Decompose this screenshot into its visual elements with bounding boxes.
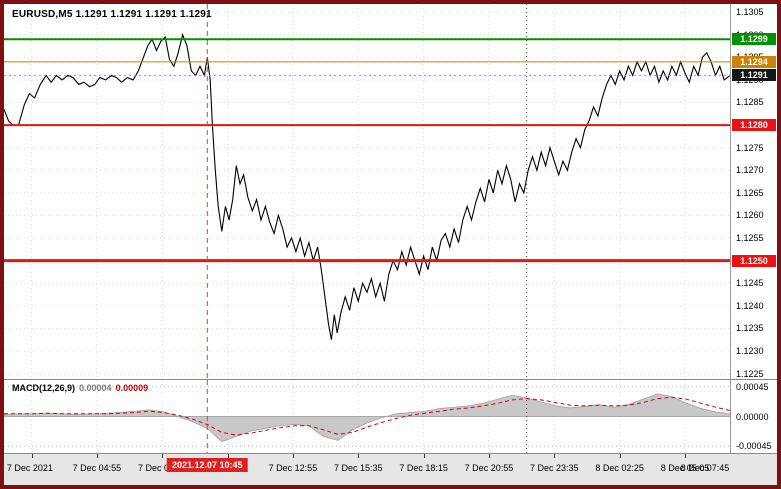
time-tick	[31, 454, 33, 458]
time-label: 7 Dec 04:55	[72, 463, 122, 473]
macd-histogram	[4, 393, 730, 443]
price-chart-svg	[4, 4, 730, 379]
price-tick-label: 1.1270	[736, 165, 764, 176]
time-tick	[684, 454, 686, 458]
time-tick	[292, 454, 294, 458]
price-badge-1.1299: 1.1299	[732, 33, 776, 46]
macd-signal-value: 0.00009	[115, 383, 149, 393]
chart-grid: EURUSD,M5 1.1291 1.1291 1.1291 1.1291 1.…	[4, 4, 777, 485]
time-tick	[96, 454, 98, 458]
time-tick	[488, 454, 490, 458]
current-price-badge: 1.1291	[732, 69, 776, 82]
price-axis[interactable]: 1.13051.13001.12951.12901.12851.12801.12…	[730, 4, 777, 379]
macd-axis[interactable]: 0.00045 0.00000 -0.00045	[730, 380, 777, 453]
macd-plot[interactable]: MACD(12,26,9) 0.00004 0.00009	[4, 380, 730, 453]
time-tick	[619, 454, 621, 458]
price-tick-label: 1.1230	[736, 345, 764, 356]
price-tick-label: 1.1240	[736, 300, 764, 311]
time-label: 7 Dec 18:15	[399, 463, 448, 473]
macd-tick-label: 0.00045	[736, 381, 769, 392]
time-label: 7 Dec 2021	[6, 463, 53, 473]
time-label: 7 Dec 12:55	[268, 463, 318, 473]
time-label: 7 Dec 15:35	[334, 463, 383, 473]
price-tick-label: 1.1260	[736, 210, 764, 221]
time-label: 7 Dec 23:35	[530, 463, 579, 473]
time-tick	[423, 454, 425, 458]
macd-tick-label: -0.00045	[736, 441, 772, 452]
time-label: 7 Dec 20:55	[464, 463, 514, 473]
time-tick	[358, 454, 360, 458]
axis-separator	[4, 453, 777, 454]
macd-indicator-name: MACD(12,26,9)	[12, 383, 76, 393]
price-badge-1.1280: 1.1280	[732, 119, 776, 132]
price-tick-label: 1.1255	[736, 233, 764, 244]
macd-tick-label: 0.00000	[736, 411, 769, 422]
symbol-ohlc-info: EURUSD,M5 1.1291 1.1291 1.1291 1.1291	[12, 9, 212, 20]
time-label: 8 Dec 07:45	[680, 463, 730, 473]
price-line	[4, 32, 730, 340]
time-label: 7 Dec 07:35	[137, 463, 187, 473]
price-tick-label: 1.1275	[736, 142, 764, 153]
time-tick	[554, 454, 556, 458]
price-badge-1.1250: 1.1250	[732, 254, 776, 267]
time-tick	[162, 454, 164, 458]
price-tick-label: 1.1235	[736, 323, 764, 334]
time-cursor-badge: 2021.12.07 10:45	[166, 458, 248, 472]
price-chart-plot[interactable]: EURUSD,M5 1.1291 1.1291 1.1291 1.1291	[4, 4, 730, 379]
panel-separator	[4, 379, 777, 380]
macd-chart-svg	[4, 380, 730, 453]
price-tick-label: 1.1285	[736, 97, 764, 108]
price-tick-label: 1.1265	[736, 187, 764, 198]
price-tick-label: 1.1225	[736, 368, 764, 379]
time-label: 8 Dec 02:25	[595, 463, 644, 473]
price-tick-label: 1.1245	[736, 278, 764, 289]
price-badge-1.1294: 1.1294	[732, 55, 776, 68]
macd-main-value: 0.00004	[79, 383, 112, 393]
price-tick-label: 1.1305	[736, 7, 764, 18]
macd-indicator-label: MACD(12,26,9) 0.00004 0.00009	[12, 383, 148, 393]
time-tick	[227, 454, 229, 458]
macd-signal-line	[4, 396, 730, 436]
time-axis[interactable]: 7 Dec 2021 7 Dec 04:55 7 Dec 07:35 7 Dec 12…	[4, 454, 777, 485]
time-label: 8 Dec 05:05	[660, 463, 710, 473]
